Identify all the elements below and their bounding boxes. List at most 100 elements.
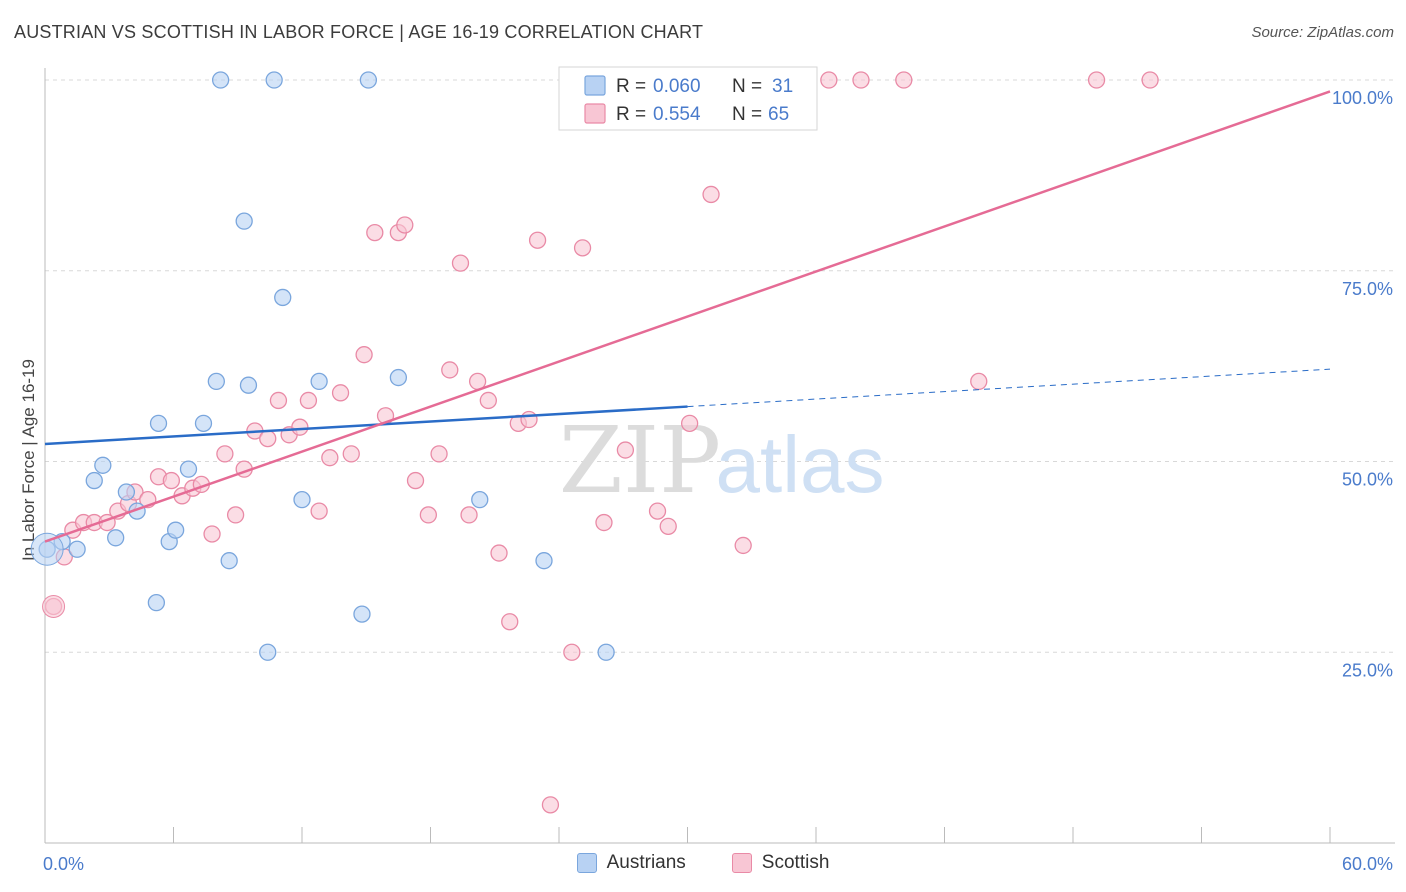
bottom-legend: Austrians Scottish xyxy=(0,852,1406,874)
tick-labels: 25.0% 50.0% 75.0% 100.0% 0.0% 60.0% xyxy=(43,88,1393,874)
austrian-point xyxy=(147,594,166,612)
scottish-point xyxy=(419,506,438,524)
austrian-point xyxy=(194,414,213,433)
legend-r-label-scottish: R = xyxy=(616,104,646,125)
x-tick-label: 60.0% xyxy=(1342,854,1393,874)
scottish-point xyxy=(501,613,519,631)
legend-n-value-austrians: 31 xyxy=(772,76,793,97)
scottish-point xyxy=(342,445,360,463)
scottish-point xyxy=(895,71,913,89)
scottish-trend-line xyxy=(44,90,1331,543)
scottish-point xyxy=(460,506,478,524)
scottish-point xyxy=(648,502,667,520)
legend-swatch-scottish xyxy=(584,103,606,124)
scottish-point xyxy=(1141,71,1159,89)
y-tick-label: 100.0% xyxy=(1332,88,1393,108)
scottish-point xyxy=(970,372,988,391)
legend-label-austrians: Austrians xyxy=(606,852,686,873)
scottish-point xyxy=(490,544,508,562)
austrian-point xyxy=(235,212,253,230)
scottish-point xyxy=(406,471,425,490)
scottish-point xyxy=(1087,71,1106,89)
legend-swatch-austrians xyxy=(584,75,606,96)
legend-label-scottish: Scottish xyxy=(761,852,830,873)
austrians-trend-line xyxy=(44,405,688,446)
scottish-point xyxy=(616,441,635,459)
austrian-point xyxy=(68,540,86,558)
austrian-point xyxy=(207,372,225,391)
austrian-point xyxy=(85,471,103,490)
legend-n-label-scottish: N = xyxy=(732,104,762,125)
austrian-point xyxy=(359,71,378,89)
austrian-point xyxy=(259,643,277,661)
scottish-point xyxy=(702,185,720,204)
austrian-point xyxy=(310,372,328,391)
scottish-point xyxy=(321,449,339,467)
austrian-point xyxy=(293,490,311,509)
scottish-point xyxy=(563,643,581,661)
legend-item-scottish[interactable]: Scottish xyxy=(731,852,830,874)
source-credit: Source: ZipAtlas.com xyxy=(1251,24,1394,41)
scottish-point xyxy=(331,384,350,402)
legend-r-value-scottish: 0.554 xyxy=(653,104,701,125)
austrian-point xyxy=(30,532,64,566)
chart-title: AUSTRIAN VS SCOTTISH IN LABOR FORCE | AG… xyxy=(14,22,704,42)
scottish-point xyxy=(479,391,497,410)
legend-box: R = 0.060 N = 31 R = 0.554 N = 65 xyxy=(558,66,818,131)
austrian-point xyxy=(353,605,371,623)
austrians-trend-extension xyxy=(687,368,1331,408)
scottish-point xyxy=(291,418,309,436)
scottish-point xyxy=(520,410,538,429)
austrian-point xyxy=(149,414,168,433)
scottish-point xyxy=(430,445,448,463)
scottish-point xyxy=(441,361,459,379)
scottish-point xyxy=(820,71,838,89)
scottish-point xyxy=(366,223,384,242)
legend-n-label-austrians: N = xyxy=(732,76,762,97)
scottish-point xyxy=(573,239,592,257)
legend-r-label-austrians: R = xyxy=(616,76,646,97)
scottish-point xyxy=(355,346,373,364)
watermark-atlas: atlas xyxy=(716,420,885,509)
scottish-point xyxy=(162,471,181,490)
watermark: ZIP atlas xyxy=(559,407,885,514)
grid-lines xyxy=(45,79,1395,653)
austrian-point xyxy=(179,460,198,478)
scottish-point xyxy=(451,254,470,272)
scottish-point xyxy=(852,71,870,89)
austrian-point xyxy=(107,529,125,547)
legend-item-austrians[interactable]: Austrians xyxy=(576,852,686,874)
scottish-point xyxy=(680,414,699,433)
scottish-point xyxy=(541,796,560,814)
scottish-point xyxy=(299,391,318,410)
austrian-point xyxy=(471,490,489,509)
scottish-point xyxy=(216,445,234,463)
y-tick-label: 50.0% xyxy=(1342,470,1393,490)
austrian-point xyxy=(220,552,238,570)
scottish-points xyxy=(42,71,1159,814)
trend-lines xyxy=(44,90,1331,543)
scottish-point xyxy=(734,536,752,555)
scottish-point xyxy=(659,517,677,536)
austrian-point xyxy=(211,71,230,89)
y-tick-label: 75.0% xyxy=(1342,279,1393,299)
legend-r-value-austrians: 0.060 xyxy=(653,76,701,97)
austrian-points xyxy=(30,71,615,661)
legend-swatch-scottish-bottom xyxy=(731,853,752,873)
austrian-point xyxy=(166,521,185,539)
y-tick-label: 25.0% xyxy=(1342,660,1393,680)
x-tick-label: 0.0% xyxy=(43,854,84,874)
scottish-point xyxy=(310,502,328,520)
scottish-point xyxy=(269,391,288,410)
scottish-point xyxy=(528,231,547,249)
austrian-point xyxy=(274,288,292,307)
austrian-point xyxy=(117,483,136,501)
scottish-point xyxy=(259,429,277,448)
austrian-point xyxy=(239,376,258,394)
austrian-point xyxy=(94,456,112,474)
austrian-point xyxy=(535,552,553,570)
austrian-point xyxy=(389,368,408,387)
scottish-point xyxy=(203,525,221,543)
scottish-point xyxy=(396,216,414,234)
